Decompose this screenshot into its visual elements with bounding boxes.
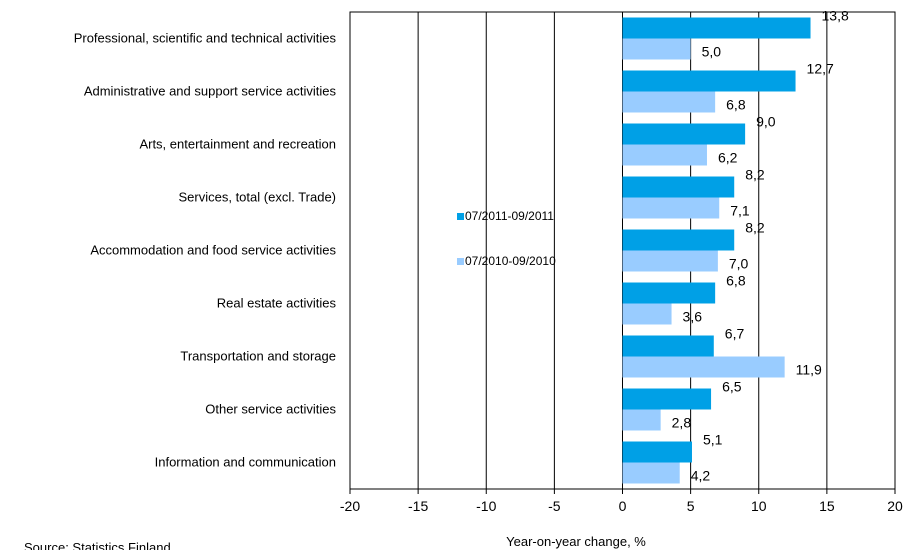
data-label: 6,2: [718, 150, 738, 166]
bar: [622, 17, 811, 39]
source-note: Source: Statistics Finland: [24, 540, 171, 550]
bar: [622, 462, 680, 484]
data-label: 5,0: [702, 44, 722, 60]
data-label: 5,1: [703, 432, 723, 448]
data-label: 9,0: [756, 114, 776, 130]
x-tick-label: -20: [340, 498, 360, 514]
x-tick-label: 5: [687, 498, 695, 514]
category-label: Information and communication: [155, 455, 336, 470]
bars: [622, 17, 811, 484]
bar: [622, 356, 785, 378]
data-label: 11,9: [796, 362, 822, 378]
x-tick-label: 0: [619, 498, 627, 514]
category-label: Arts, entertainment and recreation: [139, 137, 336, 152]
data-label: 6,8: [726, 97, 746, 113]
data-label: 13,8: [822, 8, 849, 24]
data-label: 6,8: [726, 273, 746, 289]
x-tick-label: -15: [408, 498, 428, 514]
bar: [622, 335, 714, 357]
data-label: 8,2: [745, 220, 765, 236]
bar: [622, 123, 746, 145]
x-tick-label: -5: [548, 498, 561, 514]
category-label: Professional, scientific and technical a…: [74, 31, 337, 46]
category-label: Services, total (excl. Trade): [179, 190, 337, 205]
category-label: Real estate activities: [217, 296, 337, 311]
x-tick-label: -10: [476, 498, 496, 514]
x-axis-title: Year-on-year change, %: [506, 534, 646, 549]
legend-label: 07/2010-09/2010: [465, 254, 556, 268]
bar: [622, 91, 716, 113]
data-label: 8,2: [745, 167, 765, 183]
data-label: 12,7: [807, 61, 834, 77]
category-label: Transportation and storage: [180, 349, 336, 364]
data-label: 6,7: [725, 326, 745, 342]
bar: [622, 176, 735, 198]
x-tick-label: 20: [887, 498, 903, 514]
data-label: 4,2: [691, 468, 711, 484]
data-label: 7,0: [729, 256, 749, 272]
bar: [622, 229, 735, 251]
x-tick-label: 15: [819, 498, 835, 514]
category-label: Accommodation and food service activitie…: [90, 243, 336, 258]
bar: [622, 388, 712, 410]
bar: [622, 303, 672, 325]
bar: [622, 441, 692, 463]
bar: [622, 197, 720, 219]
category-labels: Professional, scientific and technical a…: [74, 31, 337, 470]
category-label: Administrative and support service activ…: [84, 84, 337, 99]
bar: [622, 38, 691, 60]
category-label: Other service activities: [205, 402, 336, 417]
data-label: 7,1: [730, 203, 750, 219]
legend-swatch: [457, 258, 464, 265]
bar: [622, 250, 718, 272]
data-label: 6,5: [722, 379, 742, 395]
data-label: 3,6: [683, 309, 703, 325]
x-tick-label: 10: [751, 498, 767, 514]
bar: [622, 282, 716, 304]
bar: [622, 144, 707, 166]
legend-label: 07/2011-09/2011: [465, 209, 554, 223]
data-labels: 13,85,012,76,89,06,28,27,18,27,06,83,66,…: [672, 8, 849, 484]
data-label: 2,8: [672, 415, 692, 431]
bar: [622, 409, 661, 431]
legend: 07/2011-09/2011 07/2010-09/2010: [457, 209, 556, 268]
legend-swatch: [457, 213, 464, 220]
bar: [622, 70, 796, 92]
x-axis-ticks: -20 -15 -10 -5 0 5 10 15 20: [340, 489, 903, 514]
